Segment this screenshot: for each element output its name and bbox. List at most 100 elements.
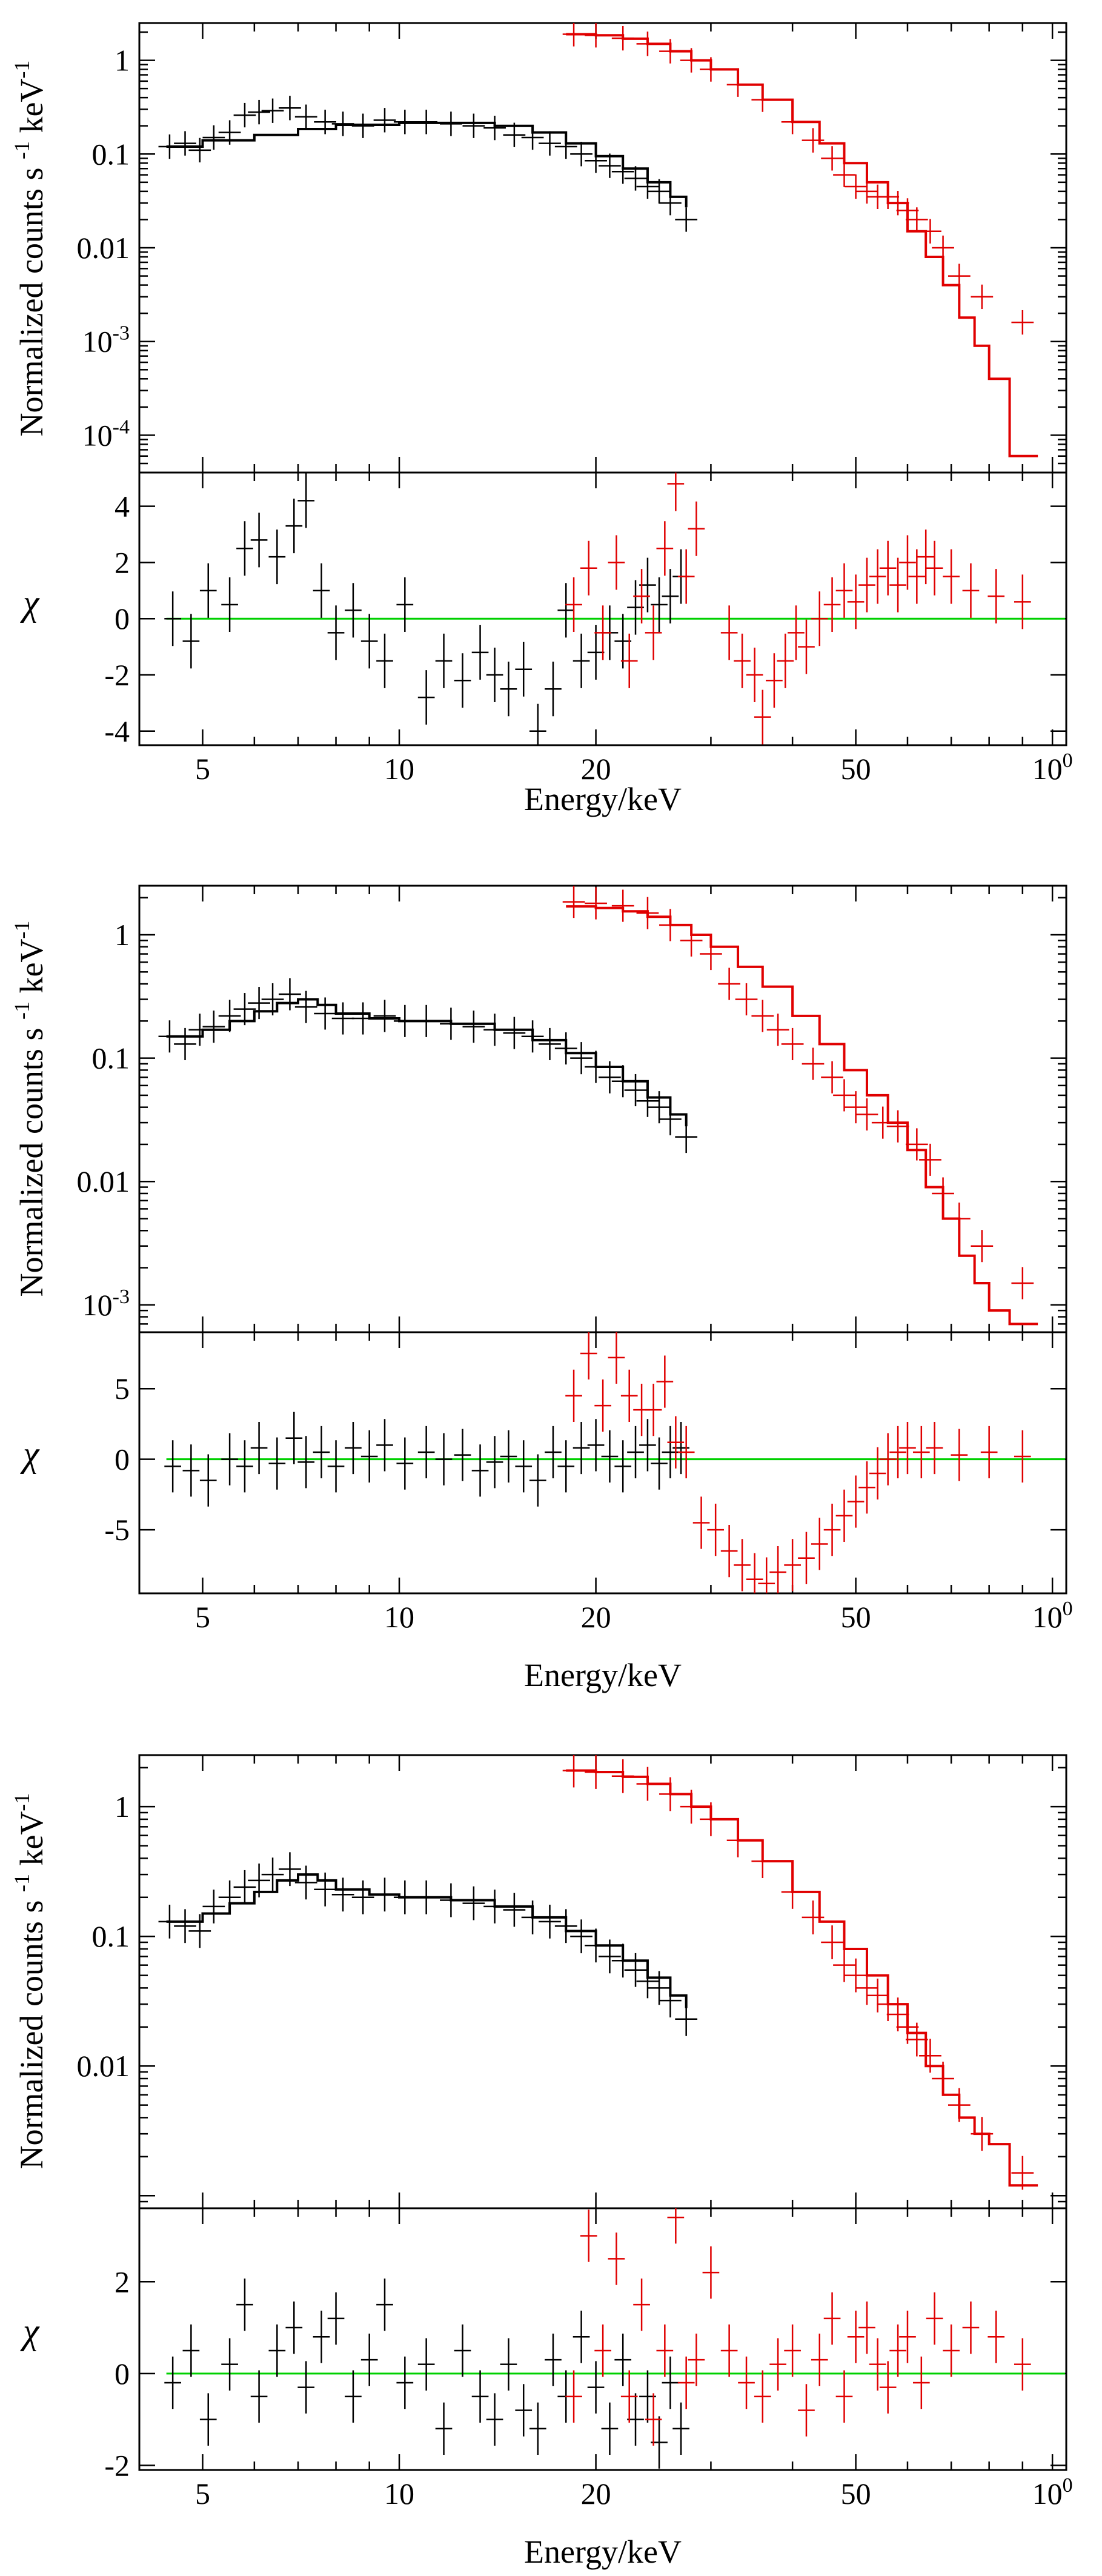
data-point (877, 184, 900, 209)
y-tick-label: 1 (115, 44, 130, 78)
data-point (233, 102, 256, 128)
residual-point (869, 2338, 886, 2391)
data-point (886, 1110, 909, 1143)
residual-point (633, 2278, 650, 2331)
data-point (261, 98, 284, 123)
residual-point (471, 625, 489, 680)
residual-point (435, 1433, 453, 1486)
y-axis-label: Normalized counts s -1 keV-1 (10, 921, 50, 1297)
residual-point (987, 569, 1005, 624)
y-tick-label: 0.01 (77, 2049, 130, 2083)
residual-point (297, 2361, 315, 2414)
x-axis-label: Energy/keV (524, 1657, 682, 1693)
y-tick-label: 10-3 (82, 1286, 130, 1322)
residual-point (662, 569, 679, 624)
residual-point (360, 614, 378, 669)
residual-point (573, 2311, 590, 2363)
model-line-spectrum-high-energy (566, 905, 1038, 1326)
residual-point (620, 633, 638, 688)
data-point (636, 1084, 659, 1117)
residual-plot-frame (138, 2207, 1067, 2471)
resid-y-tick-label: 0 (115, 1442, 130, 1476)
residual-point (656, 521, 674, 576)
data-point (503, 1893, 526, 1927)
data-point (766, 1014, 789, 1046)
residual-point (454, 1429, 471, 1481)
residual-point (285, 1412, 303, 1464)
residual-point (565, 1369, 582, 1422)
data-point (562, 1755, 585, 1788)
residual-point (417, 1426, 435, 1479)
data-point (261, 983, 284, 1016)
data-point (932, 235, 954, 261)
residual-point (376, 2278, 393, 2331)
residual-point (601, 1430, 619, 1483)
residual-point (594, 1379, 611, 1432)
residual-point (766, 653, 783, 708)
residual-point (784, 1539, 801, 1592)
x-tick-label: 20 (581, 2477, 611, 2511)
data-point (570, 1042, 592, 1075)
residual-point (823, 577, 841, 632)
residual-point (758, 1557, 775, 1593)
x-tick-label: 100 (1032, 749, 1073, 786)
residual-point (879, 540, 897, 596)
residual-point (707, 1504, 725, 1556)
data-point (415, 1880, 438, 1914)
residual-point (360, 2333, 378, 2386)
residual-point (847, 2311, 865, 2363)
residual-point (313, 2311, 330, 2363)
data-point (539, 1027, 561, 1060)
data-point (905, 207, 928, 232)
data-point (462, 113, 485, 138)
data-point (659, 1983, 682, 2018)
data-point (833, 162, 855, 187)
data-point (1011, 310, 1034, 335)
residual-point (454, 2324, 471, 2377)
residual-point (182, 2324, 200, 2377)
residual-point (557, 1440, 575, 1493)
residual-point (620, 1369, 638, 1422)
data-point (393, 1004, 416, 1037)
residual-point (515, 642, 533, 697)
data-point (726, 72, 749, 97)
residual-point (454, 653, 471, 708)
residual-point (858, 2301, 875, 2354)
residual-point (720, 2324, 738, 2377)
residual-point (835, 1489, 853, 1542)
data-point (971, 1230, 994, 1263)
residual-point (899, 2311, 916, 2363)
data-point (393, 110, 416, 134)
x-tick-label: 20 (581, 752, 611, 786)
residual-point (545, 662, 562, 717)
data-point (599, 1061, 621, 1094)
data-point (948, 264, 971, 288)
data-point (659, 39, 682, 64)
data-point (554, 1909, 577, 1944)
x-tick-label: 50 (841, 1600, 871, 1634)
data-point (373, 108, 396, 133)
data-point (294, 1865, 317, 1900)
resid-y-tick-label: -4 (104, 714, 130, 748)
residual-point (858, 557, 875, 612)
data-point (261, 1857, 284, 1891)
y-tick-label: 0.01 (77, 1164, 130, 1198)
data-point (700, 1802, 722, 1836)
data-point (188, 1014, 211, 1046)
residual-point (614, 1440, 632, 1493)
residual-point (594, 2324, 611, 2377)
residual-point (580, 2209, 597, 2262)
y-tick-label: 0.01 (77, 231, 130, 265)
residual-point (417, 670, 435, 725)
data-point (331, 1877, 354, 1912)
data-point (866, 1978, 889, 2013)
data-point (932, 2062, 954, 2096)
data-point (539, 131, 561, 156)
residual-point (565, 577, 582, 632)
data-point (948, 1202, 971, 1235)
residual-point (769, 2338, 786, 2391)
residual-point (677, 1426, 695, 1479)
residual-point (396, 2356, 414, 2409)
data-point (971, 2117, 994, 2151)
